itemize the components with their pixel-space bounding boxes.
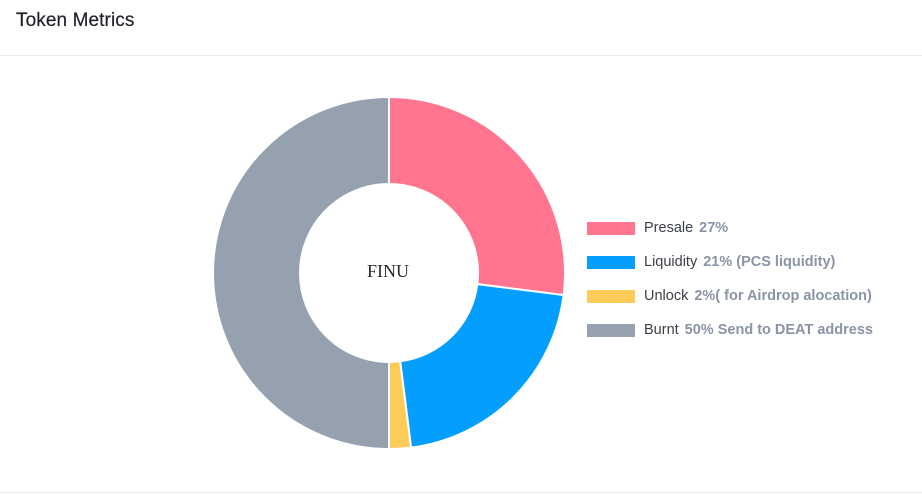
legend-label-liquidity: Liquidity: [644, 254, 698, 270]
legend-label-presale: Presale: [644, 220, 694, 236]
center-label: FINU: [367, 261, 409, 281]
legend-value-unlock: 2%( for Airdrop alocation): [694, 288, 872, 304]
legend-item-liquidity[interactable]: Liquidity 21% (PCS liquidity): [587, 245, 873, 279]
donut-slice-presale[interactable]: [388, 95, 566, 297]
card-bottom-divider: [0, 492, 922, 493]
donut-chart-container: FINU Presale 27% Liquidity 21% (PCS liqu…: [0, 56, 922, 490]
donut-slice-liquidity[interactable]: [399, 283, 565, 449]
legend-swatch-unlock: [587, 289, 635, 303]
donut-slice-burnt[interactable]: [212, 95, 390, 451]
chart-legend: Presale 27% Liquidity 21% (PCS liquidity…: [587, 211, 873, 347]
donut-chart: FINU: [212, 95, 566, 451]
legend-item-presale[interactable]: Presale 27%: [587, 211, 873, 245]
donut-slices: [212, 95, 566, 451]
legend-item-burnt[interactable]: Burnt 50% Send to DEAT address: [587, 313, 873, 347]
legend-swatch-presale: [587, 221, 635, 235]
legend-value-burnt: 50% Send to DEAT address: [684, 322, 873, 338]
legend-value-presale: 27%: [699, 220, 729, 236]
card-title: Token Metrics: [16, 10, 135, 31]
legend-value-liquidity: 21% (PCS liquidity): [703, 254, 836, 270]
legend-label-unlock: Unlock: [644, 288, 689, 304]
legend-item-unlock[interactable]: Unlock 2%( for Airdrop alocation): [587, 279, 873, 313]
legend-label-burnt: Burnt: [644, 322, 679, 338]
legend-swatch-burnt: [587, 323, 635, 337]
card-header: Token Metrics: [0, 0, 922, 56]
legend-swatch-liquidity: [587, 255, 635, 269]
